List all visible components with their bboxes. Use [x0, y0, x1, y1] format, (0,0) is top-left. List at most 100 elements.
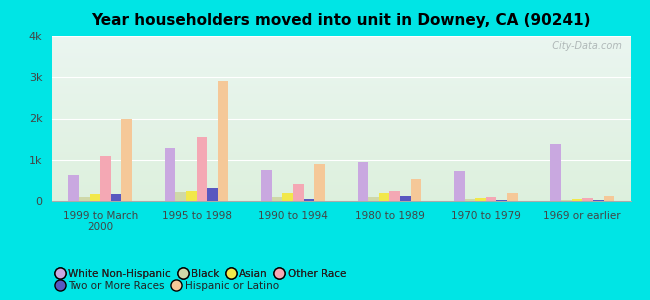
Bar [52, 39, 630, 40]
Bar [207, 188, 218, 201]
Bar [196, 137, 207, 201]
Bar [507, 193, 517, 201]
Bar [52, 95, 630, 96]
Bar [52, 96, 630, 97]
Bar [52, 163, 630, 164]
Bar [52, 79, 630, 80]
Bar [369, 197, 379, 201]
Bar [52, 85, 630, 86]
Title: Year householders moved into unit in Downey, CA (90241): Year householders moved into unit in Dow… [92, 13, 591, 28]
Bar [218, 81, 228, 201]
Bar [52, 122, 630, 123]
Bar [52, 157, 630, 158]
Bar [379, 193, 389, 201]
Bar [52, 50, 630, 51]
Bar [272, 197, 283, 201]
Bar [52, 113, 630, 114]
Bar [52, 200, 630, 201]
Bar [52, 46, 630, 47]
Text: City-Data.com: City-Data.com [546, 41, 622, 51]
Bar [52, 161, 630, 162]
Bar [52, 65, 630, 66]
Bar [165, 148, 176, 201]
Bar [52, 124, 630, 125]
Bar [52, 138, 630, 139]
Bar [52, 53, 630, 54]
Bar [52, 131, 630, 132]
Bar [52, 170, 630, 171]
Bar [52, 175, 630, 176]
Bar [52, 41, 630, 42]
Bar [52, 153, 630, 154]
Bar [52, 62, 630, 63]
Bar [52, 84, 630, 85]
Bar [52, 159, 630, 160]
Bar [52, 172, 630, 173]
Bar [52, 152, 630, 153]
Bar [52, 114, 630, 115]
Bar [52, 108, 630, 109]
Bar [52, 81, 630, 82]
Bar [52, 92, 630, 93]
Bar [582, 198, 593, 201]
Bar [52, 101, 630, 102]
Bar [122, 118, 132, 201]
Bar [52, 87, 630, 88]
Bar [52, 188, 630, 189]
Bar [572, 199, 582, 201]
Bar [52, 37, 630, 38]
Bar [52, 190, 630, 191]
Bar [52, 63, 630, 64]
Bar [52, 145, 630, 146]
Bar [52, 109, 630, 110]
Bar [52, 97, 630, 98]
Bar [52, 164, 630, 165]
Bar [52, 48, 630, 49]
Bar [52, 119, 630, 120]
Bar [52, 140, 630, 141]
Bar [52, 71, 630, 72]
Bar [52, 141, 630, 142]
Bar [52, 70, 630, 71]
Bar [52, 154, 630, 155]
Bar [304, 199, 314, 201]
Bar [52, 168, 630, 169]
Bar [52, 195, 630, 196]
Legend: Two or More Races, Hispanic or Latino: Two or More Races, Hispanic or Latino [51, 277, 283, 295]
Bar [52, 73, 630, 74]
Bar [52, 177, 630, 178]
Bar [52, 45, 630, 46]
Bar [52, 56, 630, 57]
Bar [52, 112, 630, 113]
Bar [52, 121, 630, 122]
Bar [497, 200, 507, 201]
Legend: White Non-Hispanic, Black, Asian, Other Race: White Non-Hispanic, Black, Asian, Other … [51, 265, 350, 283]
Bar [52, 184, 630, 185]
Bar [52, 85, 630, 86]
Bar [52, 128, 630, 129]
Bar [52, 135, 630, 136]
Bar [186, 191, 196, 201]
Bar [52, 178, 630, 179]
Bar [52, 196, 630, 197]
Bar [52, 199, 630, 200]
Bar [475, 198, 486, 201]
Bar [486, 197, 497, 201]
Bar [52, 49, 630, 50]
Bar [52, 60, 630, 61]
Bar [52, 176, 630, 177]
Bar [454, 171, 465, 201]
Bar [52, 185, 630, 186]
Bar [52, 47, 630, 48]
Bar [52, 120, 630, 121]
Bar [52, 106, 630, 107]
Bar [90, 194, 100, 201]
Bar [52, 149, 630, 150]
Bar [52, 166, 630, 167]
Bar [314, 164, 325, 201]
Bar [465, 199, 475, 201]
Bar [52, 90, 630, 91]
Bar [52, 61, 630, 62]
Bar [358, 162, 369, 201]
Bar [52, 110, 630, 111]
